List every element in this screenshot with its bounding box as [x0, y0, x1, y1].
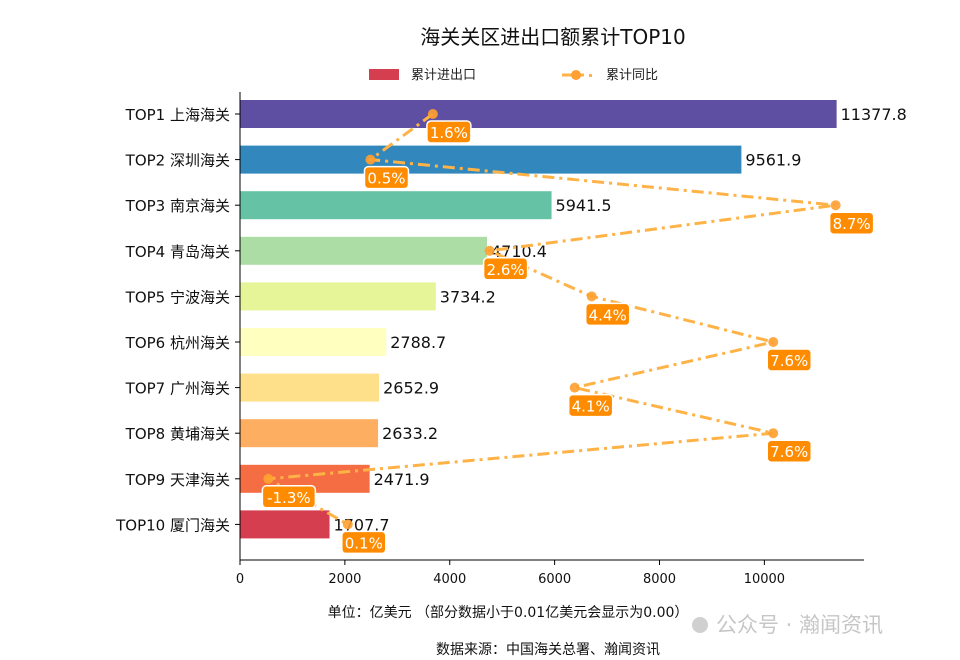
- yoy-label: 8.7%: [833, 215, 871, 233]
- yoy-marker: [484, 245, 495, 256]
- legend: 累计进出口 累计同比: [369, 68, 658, 83]
- y-tick-label: TOP9 天津海关: [125, 471, 230, 489]
- y-tick-label: TOP6 杭州海关: [125, 334, 230, 352]
- chart-title: 海关关区进出口额累计TOP10: [420, 25, 685, 49]
- legend-marker: [571, 70, 581, 80]
- yoy-line: [263, 112, 836, 526]
- yoy-label: 2.6%: [487, 261, 525, 279]
- yoy-label: 7.6%: [770, 352, 808, 370]
- yoy-marker: [342, 519, 353, 530]
- x-axis-label: 单位：亿美元 （部分数据小于0.01亿美元会显示为0.00）: [328, 605, 689, 621]
- y-tick-label: TOP7 广州海关: [125, 380, 230, 398]
- yoy-marker: [263, 473, 274, 484]
- bar-value-label: 3734.2: [440, 287, 496, 306]
- yoy-marker: [768, 337, 779, 347]
- x-tick-label: 4000: [433, 572, 466, 587]
- yoy-label: 1.6%: [430, 124, 468, 142]
- y-tick-label: TOP4 青岛海关: [125, 243, 230, 261]
- yoy-label: 4.1%: [572, 398, 610, 416]
- bar-value-label: 5941.5: [556, 196, 612, 215]
- legend-dot: [589, 74, 592, 77]
- yoy-marker: [365, 154, 376, 165]
- bar: [240, 510, 330, 539]
- bar: [240, 100, 837, 128]
- y-tick-label: TOP8 黄埔海关: [125, 425, 230, 443]
- bar: [240, 236, 487, 265]
- svg-text:公众号 · 瀚闻资讯: 公众号 · 瀚闻资讯: [716, 613, 883, 637]
- yoy-marker: [427, 109, 438, 119]
- x-tick-label: 0: [236, 572, 244, 587]
- y-tick-label: TOP1 上海海关: [125, 106, 230, 124]
- y-tick-label: TOP2 深圳海关: [125, 152, 230, 170]
- bar: [240, 328, 387, 356]
- yoy-marker: [586, 291, 597, 302]
- yoy-marker: [569, 382, 580, 393]
- yoy-label: 0.5%: [367, 170, 405, 188]
- bar: [240, 191, 552, 220]
- yoy-label-box: [482, 257, 529, 281]
- legend-label-line: 累计同比: [606, 68, 658, 83]
- bar-value-label: 9561.9: [745, 151, 801, 170]
- yoy-label-box: [363, 165, 410, 190]
- yoy-marker: [768, 428, 779, 439]
- bar-value-label: 2788.7: [390, 333, 446, 352]
- x-tick-label: 2000: [328, 572, 361, 587]
- bar: [240, 419, 379, 448]
- yoy-label: 4.4%: [589, 306, 627, 324]
- yoy-label-box: [567, 393, 614, 418]
- yoy-label-box: [766, 439, 812, 463]
- bar-value-label: 2633.2: [382, 424, 438, 443]
- bar-value-label: 2471.9: [374, 470, 430, 489]
- bar-value-label: 2652.9: [383, 379, 439, 398]
- bar: [240, 282, 436, 311]
- yoy-label-box: [766, 348, 812, 372]
- yoy-label-box: [828, 211, 875, 235]
- source-note: 数据来源：中国海关总署、瀚闻资讯: [436, 642, 660, 658]
- bar-value-label: 11377.8: [841, 105, 907, 124]
- yoy-label-box: [426, 120, 472, 144]
- bar: [240, 145, 742, 174]
- yoy-label-box: [261, 485, 317, 509]
- legend-swatch-bar: [369, 69, 399, 80]
- yoy-marker: [830, 200, 841, 211]
- y-tick-label: TOP10 厦门海关: [115, 516, 230, 534]
- y-tick-label: TOP5 宁波海关: [125, 288, 230, 306]
- watermark: 公众号 · 瀚闻资讯: [692, 613, 883, 637]
- y-tick-label: TOP3 南京海关: [125, 197, 230, 215]
- yoy-label-box: [341, 530, 387, 555]
- yoy-label-box: [584, 302, 631, 327]
- x-tick-label: 10000: [744, 572, 785, 587]
- x-tick-label: 6000: [538, 572, 571, 587]
- bar: [240, 373, 380, 402]
- x-tick-label: 8000: [643, 572, 676, 587]
- yoy-label: 7.6%: [770, 443, 808, 461]
- yoy-label: -1.3%: [267, 489, 311, 507]
- wechat-icon: [692, 617, 708, 633]
- yoy-label: 0.1%: [345, 534, 383, 552]
- legend-label-bar: 累计进出口: [411, 68, 476, 83]
